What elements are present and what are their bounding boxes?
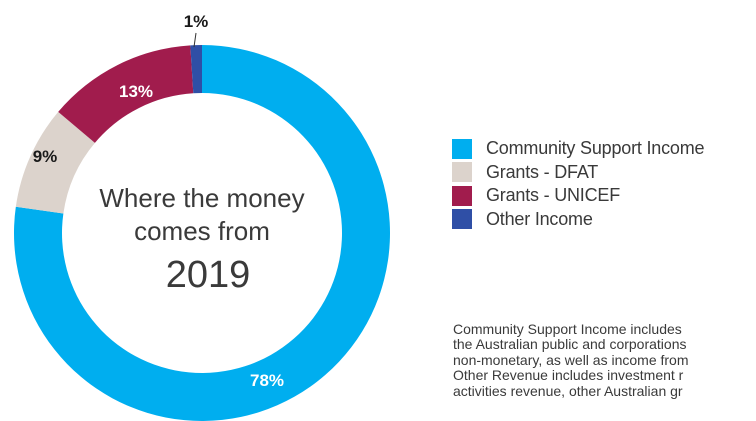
legend-label: Other Income	[486, 208, 593, 229]
legend-item-grants-dfat: Grants - DFAT	[452, 161, 704, 185]
slice-label: 78%	[250, 371, 284, 390]
slice-label: 9%	[33, 147, 58, 166]
center-title-line1: Where the money	[99, 183, 304, 213]
center-title-line2: comes from	[134, 216, 270, 246]
slice-label: 13%	[119, 82, 153, 101]
legend-label: Grants - UNICEF	[486, 185, 621, 206]
legend-label: Grants - DFAT	[486, 161, 599, 182]
donut-chart: 78% 9% 13% 1% Where the money comes from 20…	[14, 12, 390, 421]
center-year: 2019	[166, 254, 251, 296]
legend-label: Community Support Income	[486, 138, 705, 159]
other-income-leader-line	[193, 32, 197, 48]
donut-slice-grants-unicef	[58, 45, 194, 143]
footnote-line: Other Revenue includes investment r	[453, 367, 684, 384]
footnote-line: non-monetary, as well as income from	[453, 351, 689, 368]
footnote-line: the Australian public and corporations	[453, 336, 687, 353]
footnote: Community Support Income includes the Au…	[453, 322, 756, 421]
legend-swatch	[452, 138, 472, 159]
slice-label: 1%	[184, 12, 209, 31]
legend-item-other-income: Other Income	[452, 208, 704, 232]
donut-slice-grants-dfat	[15, 111, 95, 214]
legend-swatch	[452, 162, 472, 183]
legend-item-community-support-income: Community Support Income	[452, 137, 704, 161]
slice-labels-layer: 78% 9% 13% 1%	[33, 12, 284, 390]
legend: Community Support Income Grants - DFAT G…	[452, 137, 704, 231]
legend-swatch	[452, 209, 472, 230]
slices-layer	[14, 45, 390, 421]
footnote-line: Community Support Income includes	[453, 322, 682, 337]
legend-swatch	[452, 185, 472, 206]
legend-item-grants-unicef: Grants - UNICEF	[452, 184, 704, 208]
footnote-line: activities revenue, other Australian gr	[453, 382, 683, 399]
donut-slice-other-income	[190, 45, 202, 94]
